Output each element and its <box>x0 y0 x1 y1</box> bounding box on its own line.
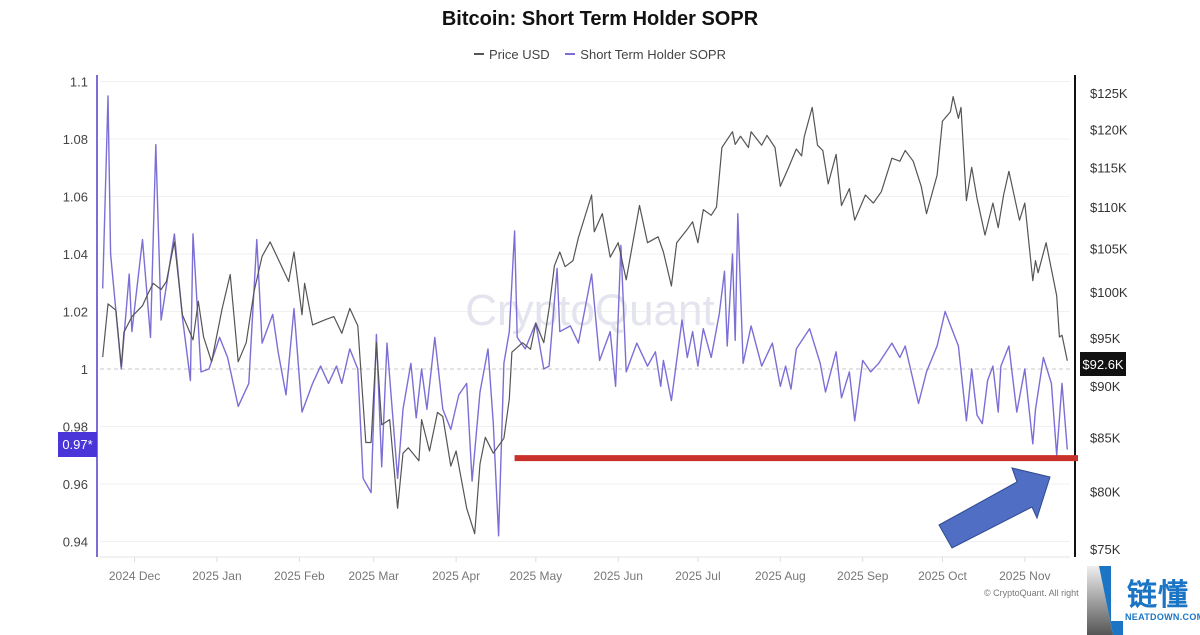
left-axis-tick-label: 1.06 <box>63 190 88 205</box>
right-axis-tick-label: $115K <box>1090 160 1127 175</box>
series-line-price <box>102 96 1068 535</box>
x-axis-tick-label: 2025 Oct <box>918 569 967 583</box>
right-axis-tick-label: $75K <box>1090 542 1121 557</box>
series-line-sopr <box>102 95 1068 537</box>
right-axis-tick-label: $110K <box>1090 200 1127 215</box>
chart-title: Bitcoin: Short Term Holder SOPR <box>441 8 759 30</box>
x-axis-tick-label: 2025 Aug <box>755 569 806 583</box>
watermark: CryptoQuant <box>465 286 714 335</box>
x-axis-tick-label: 2024 Dec <box>109 569 160 583</box>
legend-label-sopr: Short Term Holder SOPR <box>580 46 726 62</box>
right-axis-tick-label: $105K <box>1090 242 1128 257</box>
x-axis-tick-label: 2025 Apr <box>432 569 480 583</box>
x-axis-tick-label: 2025 May <box>509 569 562 583</box>
x-axis-tick-label: 2025 Jun <box>594 569 643 583</box>
right-axis-tick-label: $100K <box>1090 285 1128 300</box>
x-axis-tick-label: 2025 Nov <box>999 569 1050 583</box>
left-axis-tick-label: 1.02 <box>63 305 88 320</box>
left-axis-tick-label: 1 <box>81 362 88 377</box>
price-line-swatch-icon <box>473 53 484 55</box>
left-axis-tick-label: 0.98 <box>63 420 88 435</box>
legend-item-sopr[interactable]: Short Term Holder SOPR <box>565 47 726 62</box>
left-axis-tick-label: 1.08 <box>63 132 88 147</box>
legend: Price USD Short Term Holder SOPR <box>0 43 1200 62</box>
left-axis-tick-label: 0.96 <box>63 477 88 492</box>
right-axis-tick-label: $120K <box>1090 122 1128 137</box>
x-axis-tick-label: 2025 Feb <box>274 569 325 583</box>
arrow-up-right-icon <box>938 467 1051 549</box>
neatdown-logo-icon <box>1087 566 1123 635</box>
logo-chinese-text: 链懂 <box>1127 578 1189 613</box>
price-last-value-badge: $92.6K <box>1080 352 1126 376</box>
legend-item-price[interactable]: Price USD <box>473 46 550 62</box>
x-axis-tick-label: 2025 Jul <box>675 569 720 583</box>
copyright-text: © CryptoQuant. All right <box>984 588 1079 598</box>
x-axis-tick-label: 2025 Jan <box>192 569 241 583</box>
right-axis-tick-label: $125K <box>1090 86 1128 101</box>
sopr-last-value-badge: 0.97* <box>58 432 97 457</box>
x-axis-tick-label: 2025 Mar <box>348 569 399 583</box>
left-axis-tick-label: 1.1 <box>70 75 88 90</box>
logo-english-text: NEATDOWN.COM <box>1124 612 1200 623</box>
left-axis-tick-label: 0.94 <box>63 535 88 550</box>
right-axis-tick-label: $85K <box>1090 430 1121 445</box>
right-axis-tick-label: $80K <box>1090 484 1121 499</box>
legend-label-price: Price USD <box>488 46 550 62</box>
right-axis-tick-label: $95K <box>1090 331 1121 346</box>
sopr-line-swatch-icon <box>565 53 576 55</box>
right-axis-tick-label: $90K <box>1090 379 1121 394</box>
left-axis-tick-label: 1.04 <box>63 247 88 262</box>
x-axis-tick-label: 2025 Sep <box>837 569 889 583</box>
